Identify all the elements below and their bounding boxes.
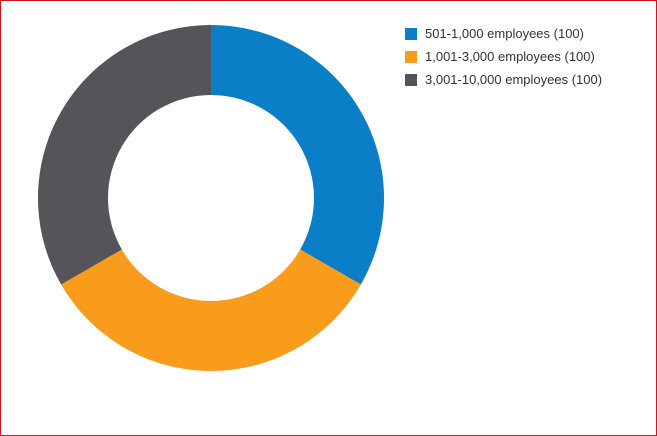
legend-swatch-501-1000 <box>405 27 417 40</box>
legend-label-501-1000: 501-1,000 employees (100) <box>425 26 584 41</box>
legend-label-3001-10000: 3,001-10,000 employees (100) <box>425 72 603 87</box>
donut-slice-2 <box>61 249 361 371</box>
donut-slice-1 <box>211 25 384 285</box>
legend-item-3001-10000: 3,001-10,000 employees (100) <box>405 68 602 91</box>
chart-legend: 501-1,000 employees (100) 1,001-3,000 em… <box>405 22 602 91</box>
legend-item-1001-3000: 1,001-3,000 employees (100) <box>405 45 602 68</box>
donut-slice-3 <box>37 25 211 285</box>
legend-item-501-1000: 501-1,000 employees (100) <box>405 22 602 45</box>
legend-swatch-1001-3000 <box>405 50 417 63</box>
legend-swatch-3001-10000 <box>405 73 417 86</box>
legend-label-1001-3000: 1,001-3,000 employees (100) <box>425 49 595 64</box>
